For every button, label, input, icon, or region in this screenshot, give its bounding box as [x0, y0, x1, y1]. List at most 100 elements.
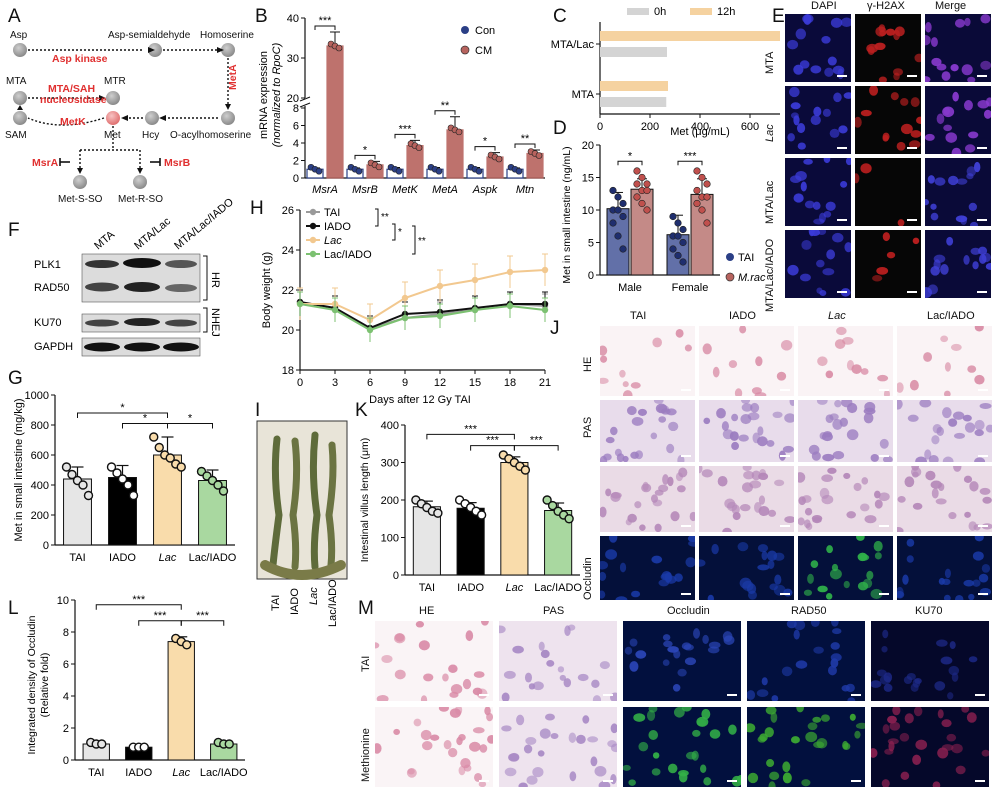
y-tick-label: 8 — [63, 627, 69, 639]
x-tick-label: 12 — [434, 377, 446, 389]
data-point — [669, 245, 677, 253]
significance-label: *** — [530, 435, 544, 447]
data-point — [471, 306, 479, 314]
data-point — [106, 462, 117, 472]
data-point — [547, 500, 558, 511]
data-point — [395, 167, 403, 175]
node-asp — [13, 43, 27, 57]
significance-bracket — [375, 208, 379, 227]
f-band-gapdh: GAPDH — [34, 341, 73, 353]
b-ylabel-1: mRNA expression — [258, 51, 270, 139]
x-tick-label: Lac — [159, 552, 177, 564]
e-h2ax-image — [855, 86, 921, 154]
i-label-lac-iado: Lac/IADO — [327, 579, 339, 627]
data-point — [435, 167, 443, 175]
y-tick-label: 300 — [381, 458, 399, 470]
axis-break-mark — [299, 102, 311, 108]
x-tick-label: IADO — [109, 552, 136, 564]
e-merge-image — [925, 158, 991, 226]
m-row-methionine: Methionine — [360, 728, 372, 782]
data-point — [674, 251, 682, 260]
j-pas-zoom-image — [897, 466, 992, 532]
e-row-labels: MTA Lac MTA/Lac MTA/Lac/IADO — [762, 14, 784, 312]
bar — [456, 507, 485, 576]
m-methionine-image — [747, 707, 865, 787]
label-sam: SAM — [5, 130, 27, 141]
data-point — [176, 462, 186, 472]
f-band-rad50: RAD50 — [34, 282, 69, 294]
enzyme-asp-kinase: Asp kinase — [52, 53, 108, 65]
j-occludin-image — [897, 536, 992, 600]
panel-a-letter: A — [8, 6, 21, 27]
significance-label: *** — [684, 150, 698, 162]
data-point — [78, 480, 88, 490]
data-point — [703, 180, 711, 188]
x-tick-label: MetA — [432, 184, 458, 196]
significance-label: ** — [418, 236, 426, 247]
significance-bracket — [95, 604, 182, 610]
data-point — [401, 294, 409, 302]
data-point — [669, 212, 677, 221]
data-point — [331, 306, 339, 314]
western-blot: MTA MTA/Lac MTA/Lac/IADO PLK1 RAD50 KU70… — [34, 196, 235, 357]
data-point — [139, 742, 149, 752]
h-ylabel: Body weight (g) — [261, 252, 273, 328]
c-legend-12h-swatch — [690, 8, 712, 15]
series-line — [300, 269, 546, 322]
data-point — [515, 167, 523, 175]
significance-label: ** — [381, 212, 389, 223]
label-hcy: Hcy — [142, 130, 159, 141]
data-point — [703, 193, 711, 201]
data-point — [366, 326, 374, 334]
e-merge-image — [925, 14, 991, 82]
y-tick-label: 0 — [43, 540, 49, 552]
e-col-merge: Merge — [935, 0, 967, 12]
j-pas-zoom-image — [600, 466, 695, 532]
f-group-hr: HR — [209, 272, 221, 288]
data-point — [128, 490, 139, 501]
x-tick-label: Lac/IADO — [534, 582, 582, 594]
data-point — [609, 219, 617, 227]
x-tick-label: Lac — [172, 767, 190, 779]
significance-bracket — [412, 225, 416, 255]
data-point — [643, 206, 651, 214]
data-point — [520, 465, 531, 475]
j-col-label: TAI — [630, 310, 647, 322]
e-row-mta-lac-iado: MTA/Lac/IADO — [764, 238, 776, 312]
panel-j-letter: J — [550, 318, 560, 339]
data-point — [541, 266, 549, 274]
label-asp: Asp — [10, 30, 28, 41]
y-tick-label: 20 — [287, 93, 299, 105]
data-point — [679, 225, 687, 234]
intestine-photo: TAI IADO Lac Lac/IADO — [256, 420, 348, 627]
j-pas-image — [600, 400, 695, 462]
panel-e-letter: E — [772, 6, 785, 27]
y-tick-label: 5 — [588, 238, 594, 250]
label-met: Met — [104, 130, 121, 141]
band-rad50-1 — [85, 282, 119, 292]
d-legend-tai: TAI — [738, 252, 754, 264]
chart-k: Intestinal villus length (μm) 0 100 200 300… — [359, 420, 582, 594]
legend-marker — [309, 222, 317, 230]
chart-h: Body weight (g) 18 20 22 24 26 0 3 6 9 12 15 18 21 TA… — [261, 205, 551, 406]
data-point — [476, 510, 487, 520]
i-label-tai: TAI — [270, 595, 282, 611]
panel-g-letter: G — [8, 368, 23, 389]
significance-label: * — [120, 402, 125, 414]
enzyme-meta: MetA — [227, 64, 239, 90]
significance-bracket — [180, 620, 225, 626]
chart-l: Integrated density of Occludin (Relative… — [26, 594, 248, 779]
enzyme-msra: MsrA — [32, 157, 59, 169]
y-tick-label: 200 — [31, 510, 49, 522]
data-point — [475, 167, 483, 175]
data-point — [415, 144, 423, 151]
data-point — [674, 232, 682, 240]
data-point — [335, 44, 343, 52]
j-pas-image — [699, 400, 794, 462]
data-point — [679, 258, 687, 266]
data-point — [643, 180, 651, 188]
y-tick-label: 400 — [31, 480, 49, 492]
x-tick-label: 9 — [402, 377, 408, 389]
data-point — [97, 739, 107, 749]
e-h2ax-image — [855, 230, 921, 298]
